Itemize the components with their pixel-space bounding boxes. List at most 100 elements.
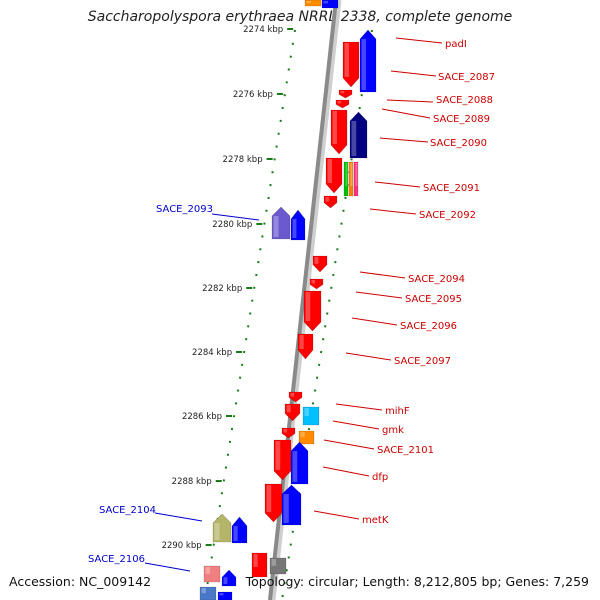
- leader-line-left: [144, 562, 191, 572]
- kbp-tick-label: 2276 kbp: [233, 90, 273, 100]
- gene-highlight: [306, 1, 311, 3]
- gene-highlight: [311, 280, 316, 284]
- gene-arrow: [353, 161, 359, 197]
- gene-arrow: [312, 255, 328, 273]
- gene-arrow: [251, 552, 268, 578]
- gene-highlight: [361, 39, 366, 90]
- gene-highlight: [271, 559, 276, 566]
- kbp-tick-label: 2286 kbp: [182, 412, 222, 422]
- gene-highlight: [283, 494, 289, 523]
- gene-arrow: [281, 427, 296, 439]
- gene-arrow: [338, 89, 353, 99]
- gene-highlight: [355, 163, 358, 186]
- gene-arrow: [297, 333, 314, 360]
- gene-arrow: [330, 109, 348, 155]
- gene-label-right: padI: [445, 39, 467, 50]
- gene-arrow: [349, 111, 368, 159]
- gene-labels: padI SACE_2087 SACE_2088 SACE_2089 SACE_2090…: [88, 39, 495, 565]
- gene-label-right: SACE_2087: [438, 72, 495, 83]
- gene-arrow: [203, 565, 221, 583]
- gene-highlight: [300, 432, 305, 438]
- gene-highlight: [314, 257, 319, 264]
- leader-line-right: [359, 271, 406, 279]
- gene-arrow: [335, 99, 350, 109]
- gene-arrow: [290, 209, 306, 241]
- gene-label-right: SACE_2094: [408, 274, 465, 285]
- gene-arrow: [221, 569, 237, 587]
- gene-arrow: [298, 430, 315, 445]
- gene-highlight: [332, 111, 337, 144]
- gene-arrow: [303, 290, 322, 332]
- gene-highlight: [350, 163, 353, 186]
- gene-highlight: [233, 526, 238, 541]
- kbp-tick-label: 2282 kbp: [202, 284, 242, 294]
- leader-line-right: [322, 466, 370, 477]
- leader-line-right: [323, 439, 375, 450]
- gene-highlight: [205, 567, 210, 574]
- gene-highlight: [337, 101, 342, 104]
- leader-line-right: [313, 510, 360, 520]
- gene-label-right: SACE_2090: [430, 138, 487, 149]
- gene-highlight: [345, 163, 348, 186]
- gene-highlight: [340, 91, 345, 94]
- leader-line-right: [381, 108, 431, 119]
- topology-text: Topology: circular; Length: 8,212,805 bp…: [245, 574, 589, 589]
- gene-label-right: SACE_2097: [394, 356, 451, 367]
- leader-line-right: [332, 420, 380, 430]
- gene-arrow: [321, 0, 339, 9]
- gene-highlight: [273, 216, 279, 237]
- gene-arrow: [288, 391, 303, 403]
- leader-line-right: [335, 403, 383, 411]
- gene-label-right: mihF: [385, 406, 410, 417]
- gene-arrow: [342, 41, 360, 88]
- gene-arrow: [302, 406, 320, 426]
- kbp-tick-label: 2290 kbp: [162, 541, 202, 551]
- gene-highlight: [292, 219, 297, 238]
- gene-arrow: [325, 157, 343, 194]
- gene-arrow: [271, 206, 291, 240]
- gene-arrow: [343, 161, 349, 197]
- gene-highlight: [299, 335, 304, 349]
- gene-label-right: SACE_2095: [405, 294, 462, 305]
- gene-label-right: gmk: [382, 425, 404, 436]
- gene-arrow: [281, 484, 302, 526]
- gene-arrow: [264, 483, 283, 523]
- gene-highlight: [351, 121, 357, 156]
- gene-highlight: [283, 429, 288, 433]
- leader-line-right: [355, 291, 403, 299]
- gene-highlight: [290, 393, 295, 397]
- gene-label-right: SACE_2088: [436, 95, 493, 106]
- gene-highlight: [286, 405, 291, 413]
- kbp-tick-label: 2284 kbp: [192, 348, 232, 358]
- gene-arrow: [284, 403, 301, 422]
- leader-line-right: [374, 181, 421, 188]
- gene-highlight: [266, 485, 272, 512]
- gene-highlight: [275, 441, 281, 470]
- kbp-tick-label: 2288 kbp: [172, 477, 212, 487]
- gene-highlight: [305, 292, 311, 321]
- gene-arrow: [348, 161, 354, 197]
- gene-label-left: SACE_2106: [88, 554, 145, 565]
- gene-features: [199, 0, 377, 600]
- leader-line-right: [351, 317, 398, 326]
- gene-highlight: [253, 554, 258, 567]
- leader-line-right: [395, 37, 443, 44]
- gene-highlight: [214, 523, 220, 540]
- leader-line-left: [154, 512, 203, 522]
- gene-label-right: SACE_2096: [400, 321, 457, 332]
- gene-arrow: [273, 439, 292, 481]
- gene-arrow: [199, 586, 217, 600]
- map-title: Saccharopolyspora erythraea NRRL 2338, c…: [87, 9, 513, 25]
- gene-highlight: [223, 577, 228, 584]
- gene-highlight: [219, 593, 224, 596]
- gene-highlight: [327, 159, 332, 183]
- gene-highlight: [325, 197, 330, 202]
- gene-label-right: SACE_2092: [419, 210, 476, 221]
- gene-label-left: SACE_2093: [156, 204, 213, 215]
- gene-label-right: SACE_2101: [377, 445, 434, 456]
- kbp-tick-label: 2278 kbp: [223, 155, 263, 165]
- gene-arrow: [304, 0, 322, 7]
- gene-arrow: [269, 557, 287, 575]
- gene-arrow: [359, 29, 377, 93]
